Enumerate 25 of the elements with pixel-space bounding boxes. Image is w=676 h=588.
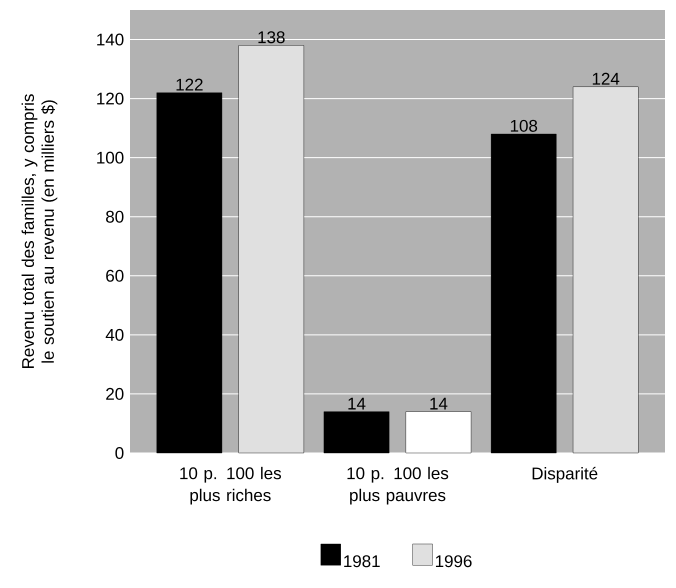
x-tick-label: 10 p. 100 les plus pauvres xyxy=(347,466,448,505)
y-tick-label: 100 xyxy=(97,152,124,164)
y-tick-label: 120 xyxy=(97,92,124,105)
data-label: 14 xyxy=(348,398,366,410)
y-tick-label: 80 xyxy=(106,210,124,223)
legend-label: 1981 xyxy=(344,555,380,568)
bar xyxy=(490,134,557,454)
data-label: 108 xyxy=(510,120,538,132)
data-label: 14 xyxy=(430,398,448,410)
bar xyxy=(238,45,304,454)
data-label: 124 xyxy=(592,72,620,85)
bar xyxy=(156,92,222,454)
y-tick-label: 140 xyxy=(97,34,124,46)
bar xyxy=(572,86,638,454)
y-tick-label: 60 xyxy=(106,270,124,282)
x-tick-label: Disparité xyxy=(532,466,598,483)
legend-label: 1996 xyxy=(436,555,472,568)
data-label: 138 xyxy=(258,31,285,44)
y-tick-label: 0 xyxy=(115,447,124,459)
y-tick-label: 40 xyxy=(106,328,124,341)
bar xyxy=(324,411,390,454)
y-tick-label: 20 xyxy=(106,388,124,400)
data-label: 122 xyxy=(176,78,203,90)
x-tick-label: 10 p. 100 les plus riches xyxy=(180,466,281,505)
y-axis-title: Revenu total des familles, y compris le soutien au revenu (en milliers $) xyxy=(22,94,58,368)
